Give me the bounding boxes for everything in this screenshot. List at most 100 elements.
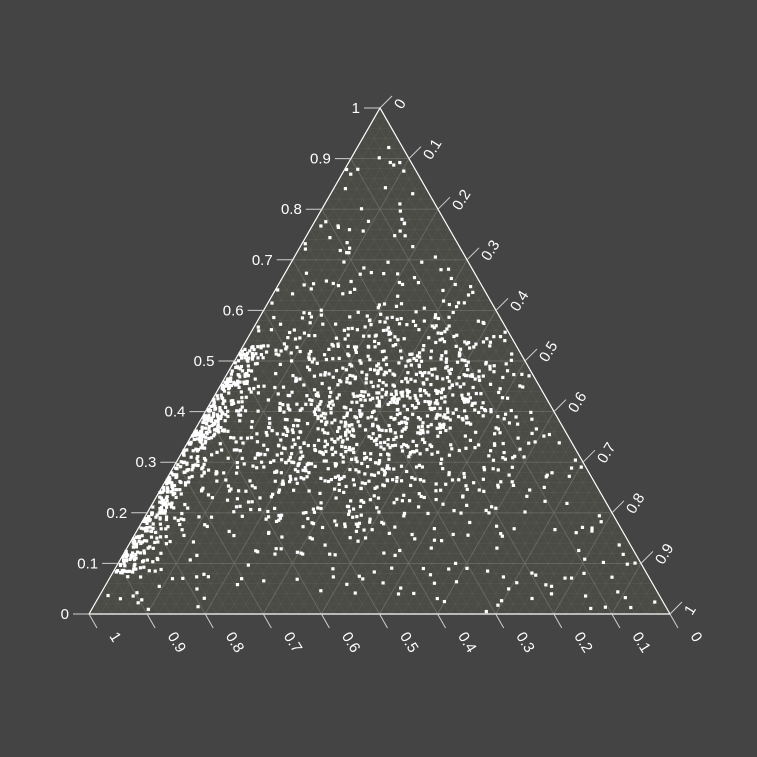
data-point	[334, 496, 338, 500]
data-point	[520, 372, 524, 376]
data-point	[340, 444, 344, 449]
data-point	[309, 315, 313, 319]
data-point	[225, 498, 230, 502]
grid-line	[338, 178, 589, 615]
data-point	[303, 247, 308, 251]
data-point	[137, 539, 141, 543]
data-point	[395, 400, 399, 404]
data-point	[250, 351, 254, 356]
data-point	[421, 372, 425, 376]
data-point	[139, 541, 143, 546]
data-point	[345, 241, 349, 245]
data-point	[307, 311, 312, 315]
data-point	[549, 584, 554, 588]
data-point	[436, 450, 440, 454]
data-point	[406, 445, 410, 449]
data-point	[362, 266, 366, 270]
data-point	[213, 406, 218, 411]
data-point	[275, 453, 279, 457]
data-point	[132, 554, 136, 558]
data-point	[399, 479, 404, 483]
data-point	[343, 187, 348, 191]
data-point	[121, 558, 126, 563]
data-point	[471, 290, 475, 295]
data-point	[399, 302, 404, 306]
data-point	[391, 344, 395, 348]
data-point	[484, 360, 488, 365]
data-point	[289, 477, 293, 482]
data-point	[406, 380, 410, 384]
data-point	[285, 345, 289, 349]
data-point	[259, 353, 263, 357]
data-point	[176, 463, 180, 467]
bottom-tick	[146, 613, 156, 629]
data-point	[246, 500, 251, 504]
data-point	[516, 422, 520, 426]
data-point	[422, 495, 426, 500]
data-point	[534, 427, 538, 431]
data-point	[307, 352, 311, 356]
data-point	[350, 433, 354, 437]
data-point	[360, 461, 364, 466]
data-point	[319, 506, 323, 511]
data-point	[438, 426, 443, 430]
data-point	[238, 367, 242, 371]
data-point	[204, 421, 208, 425]
data-point	[384, 393, 388, 397]
data-point	[379, 445, 383, 449]
data-point	[331, 453, 335, 457]
data-point	[403, 427, 407, 431]
data-point	[261, 344, 266, 348]
data-point	[465, 342, 469, 346]
data-point	[410, 475, 414, 480]
data-point	[196, 431, 200, 435]
data-point	[404, 364, 408, 368]
data-point	[623, 596, 627, 600]
data-point	[446, 267, 451, 271]
data-point	[392, 467, 396, 471]
data-point	[264, 430, 268, 435]
data-point	[243, 409, 248, 413]
data-point	[427, 371, 431, 375]
grid-line	[158, 168, 416, 615]
data-point	[170, 484, 174, 489]
data-point	[402, 404, 406, 408]
data-point	[511, 456, 515, 460]
data-point	[199, 432, 203, 436]
data-point	[377, 342, 381, 346]
data-point	[277, 488, 282, 492]
data-point	[343, 337, 347, 341]
data-point	[369, 436, 374, 440]
data-point	[557, 441, 561, 445]
data-point	[459, 511, 463, 515]
grid-line	[600, 553, 636, 615]
data-point	[239, 408, 243, 412]
data-point	[281, 403, 285, 407]
data-point	[202, 416, 206, 420]
data-point	[266, 398, 270, 402]
data-point	[276, 392, 280, 396]
data-point	[250, 500, 254, 504]
data-point	[174, 495, 178, 500]
data-point	[417, 425, 421, 429]
data-point	[242, 380, 246, 384]
data-point	[339, 435, 343, 439]
data-point	[305, 422, 310, 426]
data-point	[162, 486, 166, 490]
data-point	[175, 467, 179, 471]
data-point	[290, 390, 294, 394]
data-point	[511, 483, 516, 487]
data-point	[220, 448, 224, 452]
data-point	[158, 522, 163, 526]
data-point	[321, 428, 325, 432]
data-point	[203, 523, 207, 527]
data-point	[509, 358, 513, 362]
data-point	[204, 435, 208, 439]
data-point	[304, 510, 308, 515]
data-point	[294, 376, 298, 380]
data-point	[200, 443, 204, 447]
grid-line	[146, 512, 206, 615]
data-point	[350, 400, 354, 404]
data-point	[395, 413, 399, 417]
data-point	[336, 284, 341, 288]
